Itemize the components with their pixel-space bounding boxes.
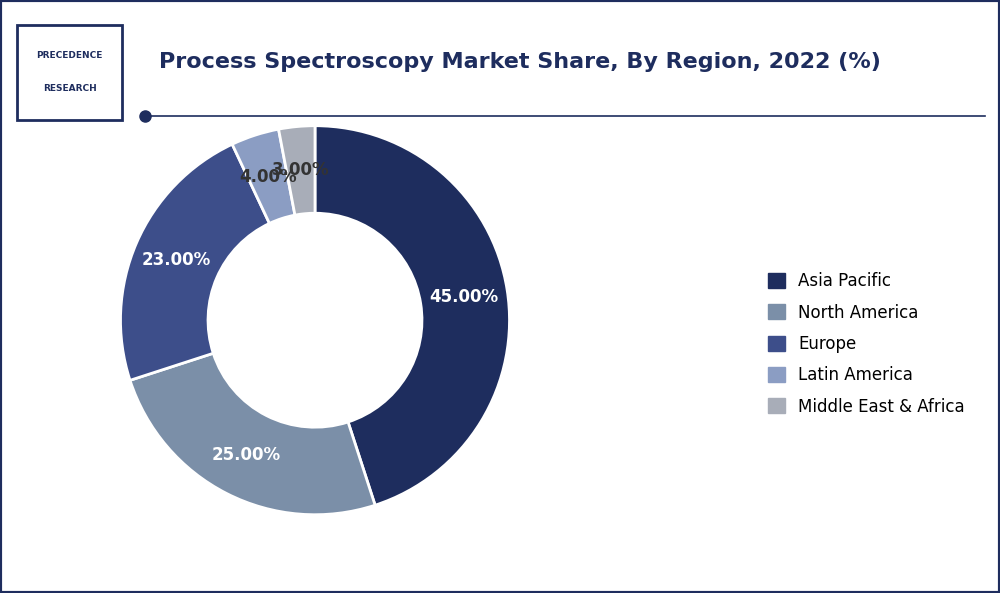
- Text: Process Spectroscopy Market Share, By Region, 2022 (%): Process Spectroscopy Market Share, By Re…: [159, 52, 881, 72]
- Text: 23.00%: 23.00%: [142, 251, 211, 269]
- Text: 45.00%: 45.00%: [429, 288, 498, 305]
- Text: 4.00%: 4.00%: [240, 168, 297, 186]
- FancyBboxPatch shape: [17, 25, 122, 120]
- Wedge shape: [120, 144, 269, 380]
- Wedge shape: [232, 129, 295, 224]
- Text: 25.00%: 25.00%: [212, 445, 281, 464]
- Wedge shape: [130, 353, 375, 515]
- Wedge shape: [315, 126, 510, 505]
- Text: PRECEDENCE: PRECEDENCE: [36, 50, 103, 59]
- Legend: Asia Pacific, North America, Europe, Latin America, Middle East & Africa: Asia Pacific, North America, Europe, Lat…: [762, 266, 972, 422]
- Text: RESEARCH: RESEARCH: [43, 84, 96, 93]
- Text: 3.00%: 3.00%: [272, 161, 330, 179]
- Wedge shape: [279, 126, 315, 215]
